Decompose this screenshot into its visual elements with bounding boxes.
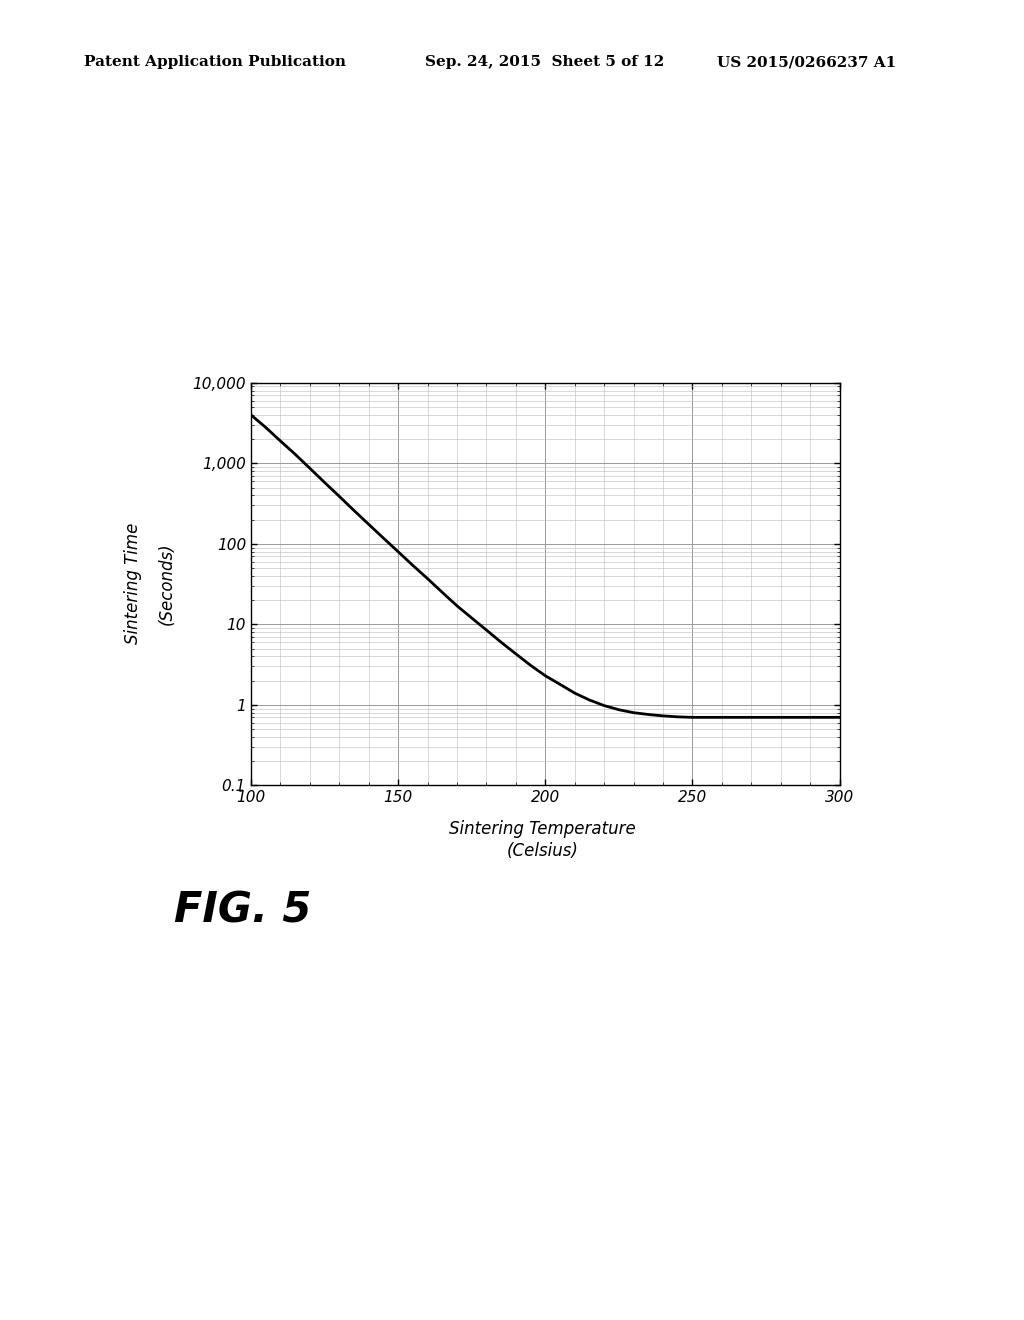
Text: Sep. 24, 2015  Sheet 5 of 12: Sep. 24, 2015 Sheet 5 of 12 bbox=[425, 55, 665, 70]
Text: Sintering Temperature: Sintering Temperature bbox=[450, 820, 636, 838]
Text: (Seconds): (Seconds) bbox=[158, 543, 176, 624]
Text: (Celsius): (Celsius) bbox=[507, 842, 579, 861]
Text: US 2015/0266237 A1: US 2015/0266237 A1 bbox=[717, 55, 896, 70]
Text: Patent Application Publication: Patent Application Publication bbox=[84, 55, 346, 70]
Text: FIG. 5: FIG. 5 bbox=[174, 890, 311, 932]
Text: Sintering Time: Sintering Time bbox=[124, 523, 142, 644]
